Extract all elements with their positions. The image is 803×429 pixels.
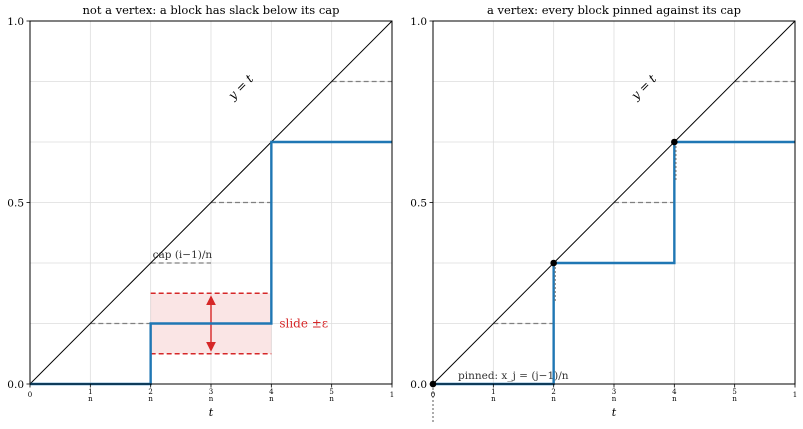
x-tick-label: 0 xyxy=(28,391,32,399)
x-tick-label: 1 xyxy=(390,391,394,399)
y-tick-label: 0.0 xyxy=(7,379,24,391)
pinned-label: pinned: x_j = (j−1)/n xyxy=(458,370,569,382)
slide-label: slide ±ε xyxy=(279,317,328,331)
cap-label: cap (i−1)/n xyxy=(153,249,213,261)
y-tick-label: 0.5 xyxy=(410,198,427,210)
y-tick-label: 1.0 xyxy=(410,16,427,28)
x-axis-label: t xyxy=(612,406,617,419)
diagonal-line xyxy=(29,20,393,385)
diagonal-label: y = t xyxy=(628,72,659,103)
right-panel: y = t pinned: x_j = (j−1)/n 0 1 n 2 n 3 n 4 n 5 n 1 0.… xyxy=(410,3,797,422)
chart-title: not a vertex: a block has slack below it… xyxy=(82,3,339,17)
diagonal-line xyxy=(432,20,796,385)
x-axis-label: t xyxy=(209,406,214,419)
pinned-point xyxy=(671,138,678,146)
y-tick-label: 0.0 xyxy=(410,379,427,391)
chart-title: a vertex: every block pinned against its… xyxy=(487,3,741,17)
diagonal-label: y = t xyxy=(225,72,256,103)
x-tick-label: 1 xyxy=(793,391,797,399)
y-tick-label: 1.0 xyxy=(7,16,24,28)
left-panel: slide ±ε cap (i−1)/n y = t 0 1 n 2 n 3 n 4 n 5 n 1 0.0 0… xyxy=(7,3,394,419)
y-tick-label: 0.5 xyxy=(7,198,24,210)
x-tick-label: 0 xyxy=(431,391,435,399)
pinned-point xyxy=(550,259,557,267)
